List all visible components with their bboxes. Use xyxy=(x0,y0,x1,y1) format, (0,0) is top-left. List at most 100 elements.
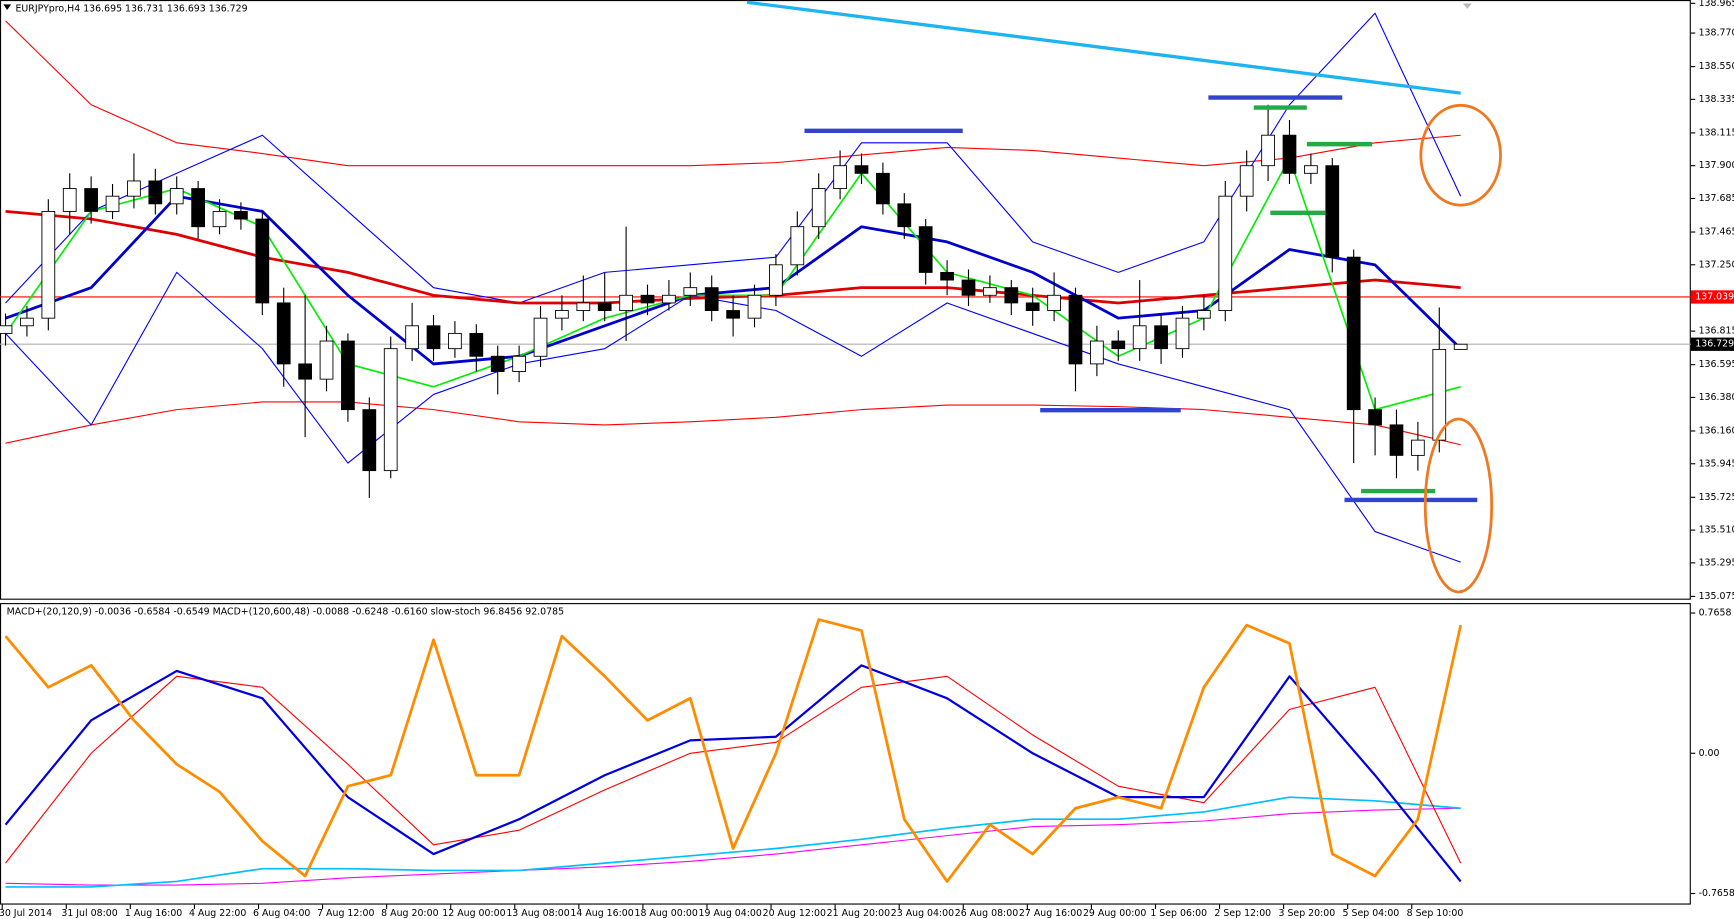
main-frame xyxy=(0,0,1691,600)
y-tick-label: 0.7658 xyxy=(1699,608,1732,619)
candle-body xyxy=(790,226,805,266)
candle-body xyxy=(105,195,120,212)
x-tick-label: 7 Aug 12:00 xyxy=(317,908,374,919)
level-marks xyxy=(1253,105,1436,494)
candle-body xyxy=(255,218,270,304)
candle-body xyxy=(319,340,334,380)
candle-body xyxy=(362,409,377,472)
x-tick-label: 23 Aug 04:00 xyxy=(891,908,954,919)
candle-body xyxy=(983,287,997,296)
x-tick-label: 3 Sep 20:00 xyxy=(1278,908,1335,919)
y-tick-label: 138.550 xyxy=(1699,61,1734,72)
x-tick-label: 21 Aug 20:00 xyxy=(827,908,890,919)
level-marks xyxy=(804,95,1478,503)
candle-body xyxy=(555,310,569,319)
x-tick-label: 13 Aug 08:00 xyxy=(506,908,569,919)
indicator-line xyxy=(5,12,1462,304)
chart-title: EURJPYpro,H4 136.695 136.731 136.693 136… xyxy=(15,3,247,14)
candle-body xyxy=(597,302,612,311)
highlight-circle xyxy=(1419,103,1502,207)
indicator-line xyxy=(5,20,1461,167)
candle-body xyxy=(704,287,719,311)
x-tick-label: 31 Jul 08:00 xyxy=(61,908,117,919)
candle-body xyxy=(811,188,826,228)
indicator-line xyxy=(5,194,1462,366)
y-tick-label: 135.945 xyxy=(1699,458,1734,469)
candle-body xyxy=(469,332,484,357)
candle-body xyxy=(383,348,398,472)
candle-body xyxy=(1325,165,1340,258)
candle-body xyxy=(1346,256,1361,411)
last-price-label: 136.729 xyxy=(1695,339,1734,350)
shift-marker xyxy=(1462,3,1472,9)
candle-body xyxy=(448,332,462,350)
candle-body xyxy=(84,188,98,212)
x-tick-label: 8 Sep 10:00 xyxy=(1407,908,1464,919)
candle-body xyxy=(533,317,548,357)
candle-body xyxy=(1047,294,1061,311)
candle-body xyxy=(769,264,783,296)
y-tick-label: 138.965 xyxy=(1699,0,1734,9)
candle-body xyxy=(961,279,976,296)
y-tick-label: 136.380 xyxy=(1699,392,1734,403)
indicator-line xyxy=(5,401,1461,446)
candle-body xyxy=(41,210,56,319)
highlight-circle xyxy=(1423,417,1494,594)
indicator-line xyxy=(5,807,1461,886)
y-tick-label: 138.115 xyxy=(1699,127,1734,138)
indicator-line xyxy=(4,664,1462,883)
candle-body xyxy=(1282,134,1297,174)
menu-arrow xyxy=(3,4,12,10)
candle-body xyxy=(1432,348,1447,441)
candle-body xyxy=(833,165,847,190)
x-tick-label: 8 Aug 20:00 xyxy=(381,908,438,919)
candle-body xyxy=(747,294,762,319)
x-tick-label: 12 Aug 00:00 xyxy=(442,908,505,919)
candle-body xyxy=(148,180,163,205)
x-tick-label: 1 Sep 06:00 xyxy=(1150,908,1207,919)
candle-body xyxy=(426,325,441,350)
candle-body xyxy=(341,340,355,411)
candle-body xyxy=(640,294,655,304)
candle-body xyxy=(212,210,227,228)
y-tick-label: 136.160 xyxy=(1699,425,1734,436)
candle-body xyxy=(726,310,740,319)
indicator-line xyxy=(4,618,1463,883)
candle-body xyxy=(918,226,933,273)
y-tick-label: -0.7658 xyxy=(1699,888,1734,899)
x-tick-label: 29 Aug 00:00 xyxy=(1083,908,1146,919)
candle-body xyxy=(127,180,141,197)
y-tick-label: 136.595 xyxy=(1699,359,1734,370)
y-tick-label: 135.295 xyxy=(1699,557,1734,568)
candle-body xyxy=(1197,310,1211,319)
x-tick-label: 2 Sep 12:00 xyxy=(1214,908,1271,919)
indicator-line xyxy=(5,796,1461,888)
x-tick-label: 4 Aug 22:00 xyxy=(189,908,246,919)
candle-body xyxy=(1261,134,1275,167)
x-tick-label: 19 Aug 04:00 xyxy=(699,908,762,919)
y-tick-label: 135.725 xyxy=(1699,492,1734,503)
price-level-box xyxy=(1690,290,1734,304)
y-tick-label: 137.465 xyxy=(1699,227,1734,238)
candle-body xyxy=(576,302,591,311)
candle-body xyxy=(1239,165,1254,197)
indicator-title: MACD+(20,120,9) -0.0036 -0.6584 -0.6549 … xyxy=(7,606,564,617)
candle-body xyxy=(298,363,312,380)
y-tick-label: 136.815 xyxy=(1699,326,1734,337)
candle-body xyxy=(405,325,419,350)
candle-body xyxy=(1175,317,1190,350)
x-tick-label: 26 Aug 08:00 xyxy=(955,908,1018,919)
candle-body xyxy=(169,188,184,205)
candle-body xyxy=(897,203,912,228)
candle-body xyxy=(1411,439,1425,456)
candle-body xyxy=(940,271,954,281)
candle-body xyxy=(619,294,633,311)
x-tick-label: 18 Aug 00:00 xyxy=(634,908,697,919)
x-tick-label: 1 Aug 16:00 xyxy=(125,908,182,919)
y-tick-label: 135.075 xyxy=(1699,591,1734,602)
trendline xyxy=(746,0,1461,95)
x-tick-label: 6 Aug 04:00 xyxy=(253,908,310,919)
candle-body xyxy=(276,302,291,365)
